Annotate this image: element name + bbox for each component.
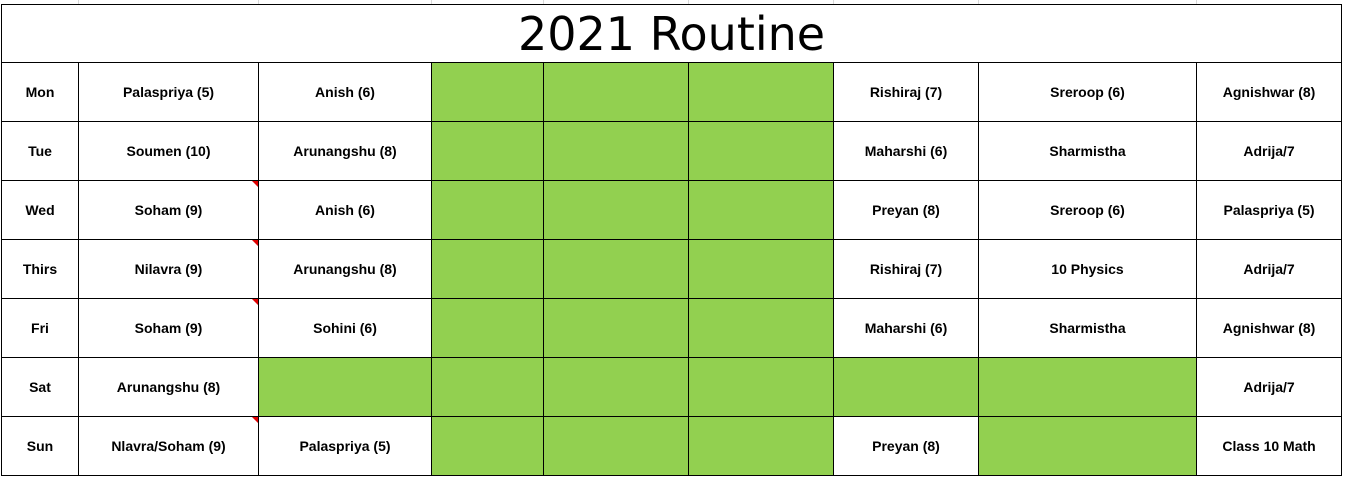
- table-cell[interactable]: Class 10 Math: [1195, 416, 1343, 476]
- table-cell[interactable]: Sreroop (6): [978, 62, 1197, 122]
- comment-indicator-icon[interactable]: [252, 181, 258, 187]
- day-cell[interactable]: Wed: [1, 180, 79, 240]
- free-slot-cell[interactable]: [688, 298, 834, 358]
- table-row: Thirs Nilavra (9) Arunangshu (8) Rishira…: [1, 239, 1343, 299]
- column-gridline: [1196, 0, 1197, 4]
- table-cell[interactable]: Soham (9): [78, 180, 259, 240]
- free-slot-cell[interactable]: [833, 357, 979, 417]
- free-slot-cell[interactable]: [431, 180, 544, 240]
- table-cell[interactable]: Palaspriya (5): [1195, 180, 1343, 240]
- free-slot-cell[interactable]: [978, 357, 1197, 417]
- table-cell[interactable]: Soumen (10): [78, 121, 259, 181]
- table-cell[interactable]: Sharmistha: [978, 121, 1197, 181]
- day-cell[interactable]: Sun: [1, 416, 79, 476]
- table-row: Wed Soham (9) Anish (6) Preyan (8) Srero…: [1, 180, 1343, 240]
- table-cell[interactable]: 10 Physics: [978, 239, 1197, 299]
- column-gridline: [258, 0, 259, 4]
- column-gridline: [978, 0, 979, 4]
- sheet-title[interactable]: 2021 Routine: [0, 4, 1343, 63]
- day-cell[interactable]: Tue: [1, 121, 79, 181]
- comment-indicator-icon[interactable]: [252, 299, 258, 305]
- comment-indicator-icon[interactable]: [252, 417, 258, 423]
- table-row: Sun Nlavra/Soham (9) Palaspriya (5) Prey…: [1, 416, 1343, 476]
- table-cell[interactable]: Adrija/7: [1195, 357, 1343, 417]
- cell-text: Nilavra (9): [134, 261, 203, 277]
- day-cell[interactable]: Mon: [1, 62, 79, 122]
- column-gridline: [431, 0, 432, 4]
- table-cell[interactable]: Arunangshu (8): [78, 357, 259, 417]
- free-slot-cell[interactable]: [543, 298, 689, 358]
- table-cell[interactable]: Palaspriya (5): [78, 62, 259, 122]
- free-slot-cell[interactable]: [688, 239, 834, 299]
- free-slot-cell[interactable]: [688, 357, 834, 417]
- table-cell[interactable]: Sharmistha: [978, 298, 1197, 358]
- table-cell[interactable]: Rishiraj (7): [833, 62, 979, 122]
- table-cell[interactable]: Preyan (8): [833, 416, 979, 476]
- column-gridline: [543, 0, 544, 4]
- table-row: Fri Soham (9) Sohini (6) Maharshi (6) Sh…: [1, 298, 1343, 358]
- cell-text: Nlavra/Soham (9): [111, 438, 226, 454]
- table-cell[interactable]: Adrija/7: [1195, 239, 1343, 299]
- column-gridline: [833, 0, 834, 4]
- table-cell[interactable]: Arunangshu (8): [258, 121, 432, 181]
- free-slot-cell[interactable]: [431, 239, 544, 299]
- table-cell[interactable]: Rishiraj (7): [833, 239, 979, 299]
- cell-text: Soham (9): [134, 202, 203, 218]
- day-cell[interactable]: Thirs: [1, 239, 79, 299]
- free-slot-cell[interactable]: [431, 357, 544, 417]
- free-slot-cell[interactable]: [431, 416, 544, 476]
- table-cell[interactable]: Nlavra/Soham (9): [78, 416, 259, 476]
- free-slot-cell[interactable]: [543, 121, 689, 181]
- table-cell[interactable]: Agnishwar (8): [1195, 298, 1343, 358]
- column-gridline: [78, 0, 79, 4]
- free-slot-cell[interactable]: [688, 62, 834, 122]
- table-row: Mon Palaspriya (5) Anish (6) Rishiraj (7…: [1, 62, 1343, 122]
- column-gridline: [688, 0, 689, 4]
- table-cell[interactable]: Palaspriya (5): [258, 416, 432, 476]
- table-cell[interactable]: Anish (6): [258, 180, 432, 240]
- table-cell[interactable]: Nilavra (9): [78, 239, 259, 299]
- comment-indicator-icon[interactable]: [252, 240, 258, 246]
- free-slot-cell[interactable]: [688, 180, 834, 240]
- table-row: Sat Arunangshu (8) Adrija/7: [1, 357, 1343, 417]
- routine-table: 2021 Routine Mon Palaspriya (5) Anish (6…: [0, 4, 1343, 476]
- day-cell[interactable]: Sat: [1, 357, 79, 417]
- table-cell[interactable]: Adrija/7: [1195, 121, 1343, 181]
- table-cell[interactable]: Anish (6): [258, 62, 432, 122]
- free-slot-cell[interactable]: [688, 121, 834, 181]
- table-cell[interactable]: Sreroop (6): [978, 180, 1197, 240]
- table-cell[interactable]: Preyan (8): [833, 180, 979, 240]
- free-slot-cell[interactable]: [978, 416, 1197, 476]
- free-slot-cell[interactable]: [543, 239, 689, 299]
- table-cell[interactable]: Maharshi (6): [833, 298, 979, 358]
- table-cell[interactable]: Agnishwar (8): [1195, 62, 1343, 122]
- table-row: Tue Soumen (10) Arunangshu (8) Maharshi …: [1, 121, 1343, 181]
- day-cell[interactable]: Fri: [1, 298, 79, 358]
- table-cell[interactable]: Sohini (6): [258, 298, 432, 358]
- title-row: 2021 Routine: [0, 4, 1343, 63]
- free-slot-cell[interactable]: [543, 416, 689, 476]
- cell-text: Soham (9): [134, 320, 203, 336]
- free-slot-cell[interactable]: [258, 357, 432, 417]
- table-cell[interactable]: Arunangshu (8): [258, 239, 432, 299]
- free-slot-cell[interactable]: [431, 62, 544, 122]
- table-cell[interactable]: Maharshi (6): [833, 121, 979, 181]
- free-slot-cell[interactable]: [688, 416, 834, 476]
- free-slot-cell[interactable]: [431, 298, 544, 358]
- free-slot-cell[interactable]: [543, 357, 689, 417]
- free-slot-cell[interactable]: [543, 180, 689, 240]
- free-slot-cell[interactable]: [431, 121, 544, 181]
- table-cell[interactable]: Soham (9): [78, 298, 259, 358]
- free-slot-cell[interactable]: [543, 62, 689, 122]
